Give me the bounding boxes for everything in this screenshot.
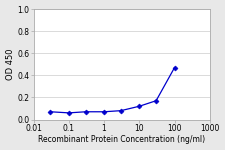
X-axis label: Recombinant Protein Concentration (ng/ml): Recombinant Protein Concentration (ng/ml… [38,135,205,144]
Y-axis label: OD 450: OD 450 [6,49,15,80]
